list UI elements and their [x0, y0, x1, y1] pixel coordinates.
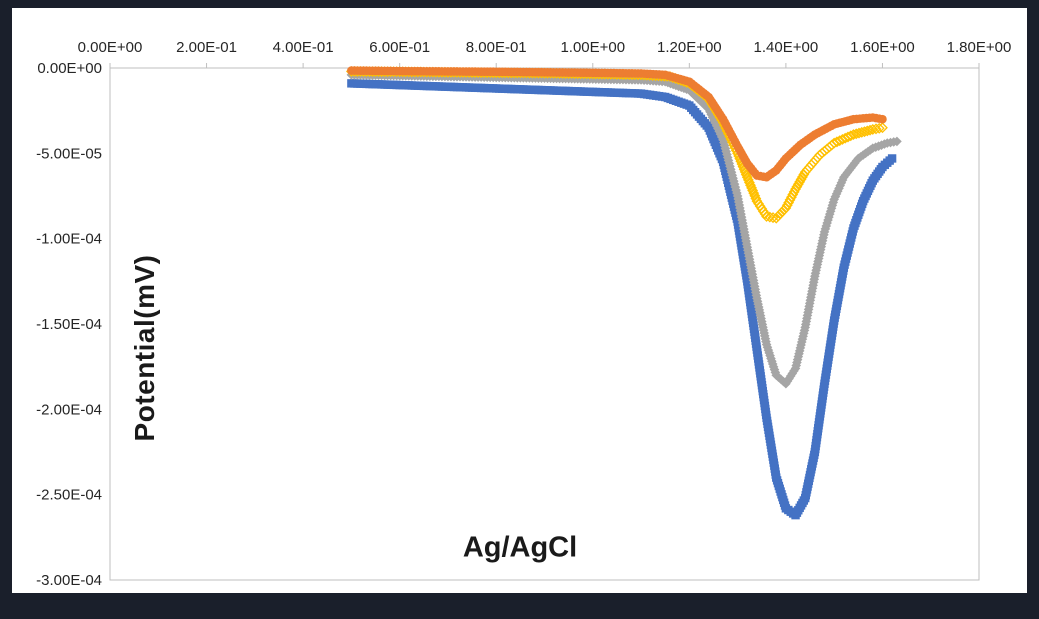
y-tick-label: -1.50E-04 [36, 316, 102, 333]
series-gray-diamonds [346, 70, 902, 389]
chart-canvas: 0.00E+00 2.00E-01 4.00E-01 6.00E-01 8.00E-01… [36, 39, 1012, 589]
series-blue-squares [347, 79, 897, 520]
x-tick-label: 1.60E+00 [850, 39, 915, 56]
y-tick-label: -2.00E-04 [36, 401, 102, 418]
x-tick-label: 2.00E-01 [176, 39, 237, 56]
series-orange-circles [347, 66, 887, 182]
x-tick-label: 1.20E+00 [657, 39, 722, 56]
y-tick-label: 0.00E+00 [37, 60, 102, 77]
y-tick-label: -5.00E-05 [36, 145, 102, 162]
y-tick-label: -1.00E-04 [36, 231, 102, 248]
x-tick-label: 1.80E+00 [947, 39, 1012, 56]
x-tick-label: 4.00E-01 [273, 39, 334, 56]
x-tick-label: 1.00E+00 [560, 39, 625, 56]
chart-area: 0.00E+00 2.00E-01 4.00E-01 6.00E-01 8.00E-01… [12, 8, 1027, 593]
y-tick-label: -3.00E-04 [36, 572, 102, 589]
y-axis-title: Potential(mV) [129, 254, 160, 442]
x-tick-label: 6.00E-01 [369, 39, 430, 56]
y-tick-label: -2.50E-04 [36, 487, 102, 504]
x-tick-label: 8.00E-01 [466, 39, 527, 56]
x-tick-label: 0.00E+00 [78, 39, 143, 56]
x-axis-title: Ag/AgCl [462, 531, 578, 564]
x-tick-label: 1.40E+00 [754, 39, 819, 56]
